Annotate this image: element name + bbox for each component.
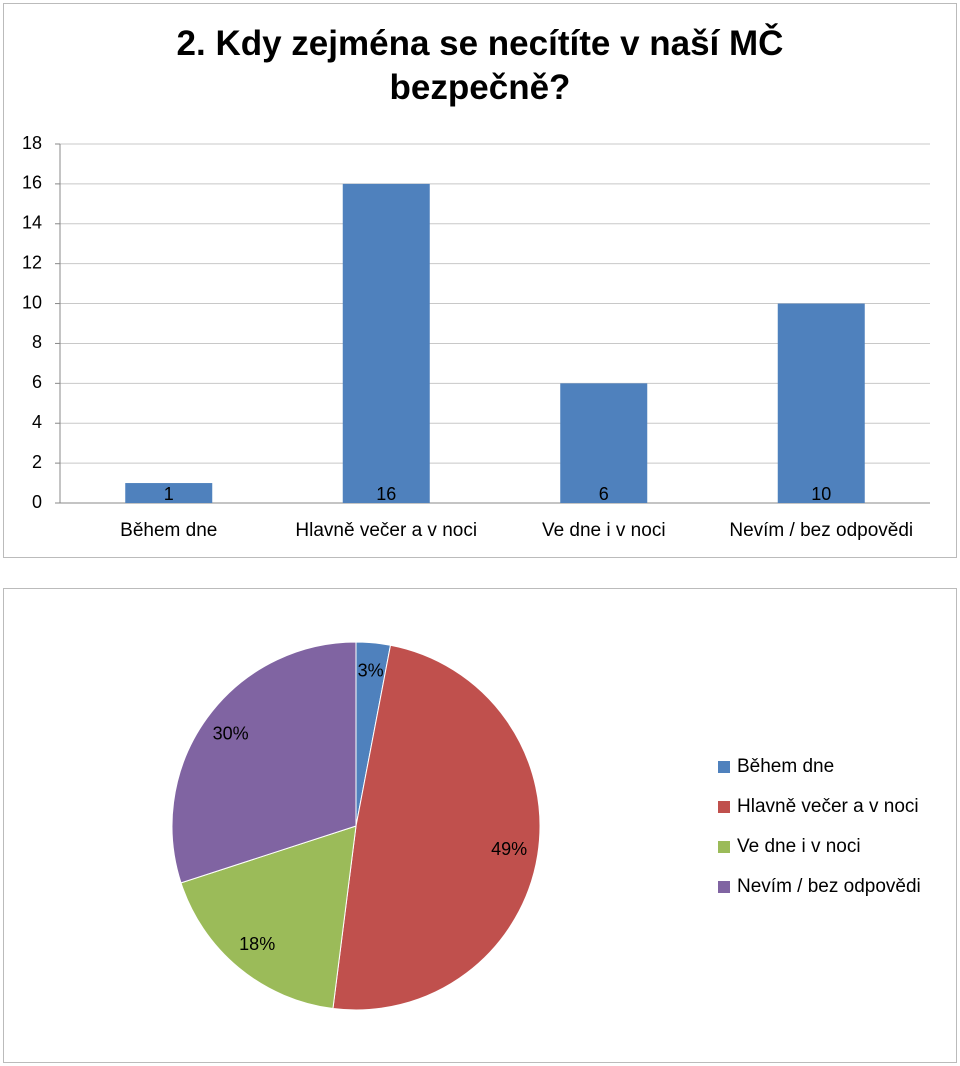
y-tick-label: 4 [32,412,42,432]
bar [342,183,430,503]
legend-label: Nevím / bez odpovědi [737,876,921,897]
bar [125,483,213,503]
legend-swatch [718,761,730,773]
data-label: 18% [239,934,275,954]
pie-slice [332,644,541,1011]
y-tick-label: 8 [32,332,42,352]
data-label: 16 [376,484,396,504]
y-tick-label: 14 [22,213,42,233]
x-tick-label: Během dne [120,520,217,541]
legend-label: Ve dne i v noci [737,836,861,857]
pie-slice [180,825,357,1010]
y-tick-label: 6 [32,372,42,392]
legend-swatch [718,881,730,893]
bar [560,383,648,503]
pie-slice [171,641,357,884]
data-label: 10 [811,484,831,504]
x-tick-label: Nevím / bez odpovědi [729,520,913,541]
bar [777,303,865,503]
y-tick-label: 12 [22,252,42,272]
legend-swatch [718,801,730,813]
x-tick-label: Ve dne i v noci [542,520,666,541]
y-tick-label: 16 [22,173,42,193]
x-tick-label: Hlavně večer a v noci [295,520,477,541]
legend-label: Hlavně večer a v noci [737,796,919,817]
legend-label: Během dne [737,756,834,777]
y-tick-label: 18 [22,133,42,153]
data-label: 1 [164,484,174,504]
legend-swatch [718,841,730,853]
data-label: 49% [491,839,527,859]
data-label: 30% [213,724,249,744]
y-tick-label: 10 [22,292,42,312]
y-tick-label: 2 [32,452,42,472]
y-tick-label: 0 [32,492,42,512]
data-label: 3% [358,660,384,680]
chart-title: 2. Kdy zejména se necítíte v naší MČ bez… [176,24,784,107]
data-label: 6 [599,484,609,504]
